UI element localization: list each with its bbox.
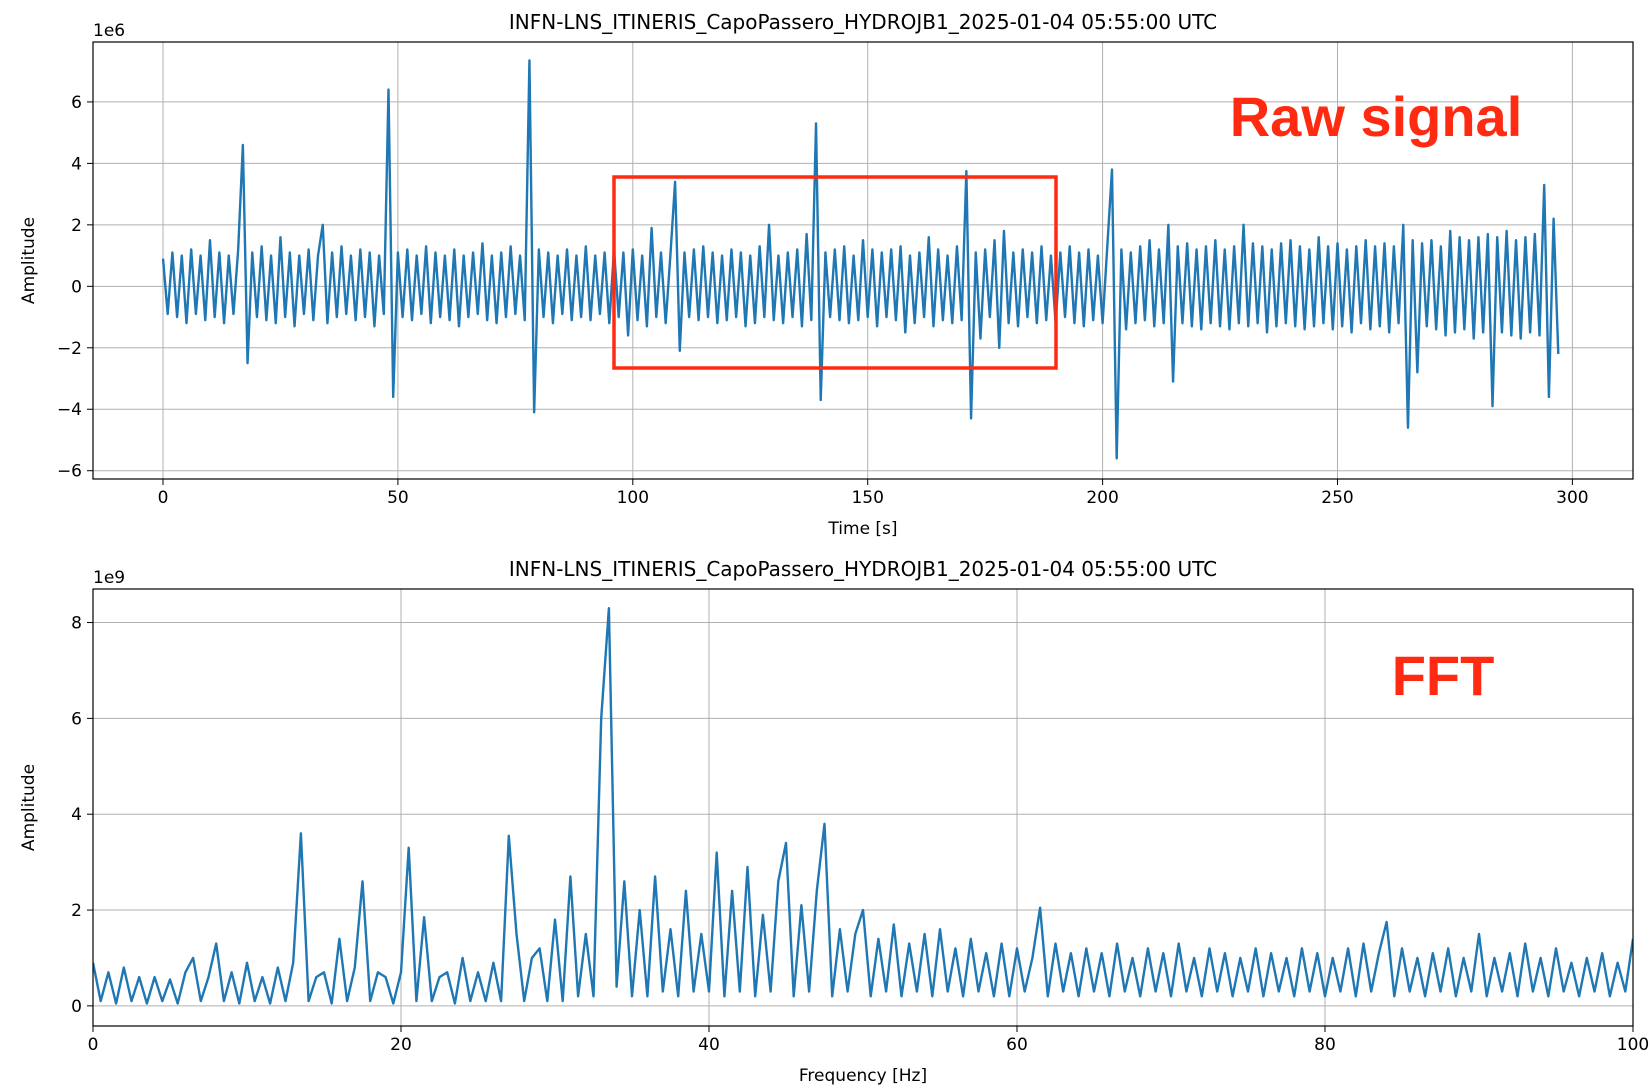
y-tick-label: 4: [71, 805, 82, 825]
x-axis-label: Frequency [Hz]: [799, 1066, 927, 1086]
signal-line: [93, 606, 1633, 1005]
plot-panel: 0 50 100 150 200 250 300 −6 −4 −2 0 2 4 6 INFN-LNS_ITI…: [19, 10, 1634, 539]
x-axis-label: Time [s]: [827, 519, 897, 539]
x-tick-label: 40: [698, 1035, 720, 1055]
x-tick-label: 100: [1617, 1035, 1649, 1055]
y-tick-label: −4: [57, 400, 82, 420]
x-tick-label: 0: [88, 1035, 99, 1055]
annotation: FFT: [1392, 644, 1495, 707]
y-tick-label: 6: [71, 709, 82, 729]
chart-title: INFN-LNS_ITINERIS_CapoPassero_HYDROJB1_2…: [509, 557, 1217, 581]
x-tick-label: 60: [1006, 1035, 1028, 1055]
annotation: Raw signal: [1230, 85, 1523, 148]
y-offset-label: 1e6: [93, 21, 125, 41]
x-tick-label: 100: [617, 488, 649, 508]
axes-frame: [92, 41, 1634, 480]
x-tick-label: 0: [158, 488, 169, 508]
highlight-box: [612, 175, 1058, 370]
plot-panel: 0 20 40 60 80 100 0 2 4 6 8 INFN-LNS_ITINERIS_CapoP…: [19, 557, 1649, 1086]
data-layer: [161, 59, 1560, 460]
y-tick-label: 8: [71, 614, 82, 634]
y-tick-label: −6: [57, 462, 82, 482]
x-tick-label: 200: [1086, 488, 1118, 508]
chart-title: INFN-LNS_ITINERIS_CapoPassero_HYDROJB1_2…: [509, 10, 1217, 34]
y-tick-label: 6: [71, 93, 82, 113]
y-tick-label: 0: [71, 277, 82, 297]
x-tick-label: 80: [1314, 1035, 1336, 1055]
y-axis-label: Amplitude: [19, 764, 39, 851]
x-tick-label: 50: [387, 488, 409, 508]
y-offset-label: 1e9: [93, 568, 125, 588]
y-tick-label: −2: [57, 339, 82, 359]
x-tick-label: 300: [1556, 488, 1588, 508]
y-tick-label: 2: [71, 901, 82, 921]
axes-frame: [92, 588, 1634, 1027]
y-axis-label: Amplitude: [19, 217, 39, 304]
y-tick-label: 2: [71, 216, 82, 236]
x-tick-label: 150: [851, 488, 883, 508]
y-tick-label: 4: [71, 154, 82, 174]
x-tick-label: 20: [390, 1035, 412, 1055]
y-tick-label: 0: [71, 997, 82, 1017]
signal-line: [161, 59, 1560, 460]
x-tick-label: 250: [1321, 488, 1353, 508]
data-layer: [93, 606, 1633, 1005]
